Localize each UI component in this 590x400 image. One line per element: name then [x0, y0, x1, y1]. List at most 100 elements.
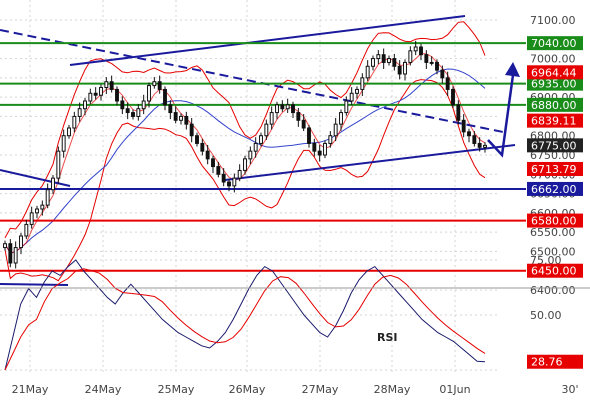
candle-body-22	[120, 100, 125, 110]
candle-body-58	[312, 142, 317, 152]
candle-body-29	[157, 81, 162, 90]
price-tag-3-box	[527, 161, 583, 176]
candle-body-83	[445, 77, 450, 90]
candle-body-40	[216, 166, 221, 175]
projection-arrowhead	[505, 62, 520, 77]
candle-body-66	[355, 88, 359, 94]
time-tick-label-1: 24May	[85, 383, 122, 396]
time-tick-label-0: 21May	[12, 383, 49, 396]
candle-body-62	[333, 123, 338, 137]
level-tag-0-label: 7040.00	[531, 37, 577, 50]
candle-body-81	[435, 61, 439, 71]
level-tag-3-box	[527, 181, 583, 196]
candle-body-36	[195, 135, 199, 144]
candle-body-77	[413, 46, 418, 52]
candle-body-52	[280, 104, 285, 110]
time-tick-label-3: 26May	[229, 383, 266, 396]
price-tick-label-10: 6550.00	[530, 226, 576, 239]
candle-body-20	[109, 81, 114, 90]
time-tick-label-6: 01Jun	[439, 383, 470, 396]
time-tick-label-4: 27May	[302, 383, 339, 396]
candle-body-21	[115, 88, 119, 102]
candle-body-70	[376, 54, 381, 60]
price-tick-label-0: 7100.00	[530, 14, 576, 27]
level-tag-1-label: 6935.00	[531, 78, 577, 91]
candle-body-43	[232, 177, 237, 187]
time-tick-label-5: 28May	[374, 383, 411, 396]
candle-body-4	[24, 223, 29, 237]
candle-body-74	[397, 65, 402, 75]
candle-body-18	[99, 87, 103, 96]
candle-body-41	[221, 173, 226, 183]
candle-body-30	[163, 88, 167, 106]
level-tag-3-label: 6662.00	[531, 183, 577, 196]
candle-body-28	[152, 81, 157, 87]
candle-body-10	[56, 150, 61, 179]
price-candles	[3, 40, 487, 269]
candle-body-85	[456, 104, 461, 121]
candle-body-60	[323, 142, 327, 156]
candle-body-48	[259, 135, 263, 144]
candle-body-54	[291, 104, 295, 114]
rsi-line	[4, 259, 486, 371]
candle-body-24	[131, 112, 135, 117]
candle-body-69	[371, 58, 375, 67]
level-tag-4-label: 6580.00	[531, 215, 577, 228]
candle-body-1	[8, 243, 13, 264]
candle-body-19	[104, 81, 109, 89]
candle-body-26	[141, 100, 146, 110]
candle-body-78	[419, 46, 423, 56]
candle-body-7	[40, 204, 45, 210]
rsi-tag-0-label: 28.76	[531, 356, 563, 369]
projection-arrow	[487, 62, 520, 158]
candle-body-82	[440, 69, 445, 79]
rsi-signal-line	[4, 268, 486, 371]
candle-body-65	[349, 92, 354, 102]
candle-body-50	[269, 112, 274, 125]
rsi-tick-label-1: 50.00	[530, 309, 562, 322]
candle-body-12	[67, 127, 71, 137]
candle-body-45	[243, 158, 247, 171]
candle-body-25	[136, 108, 141, 117]
candle-body-0	[3, 243, 7, 249]
candle-body-9	[51, 177, 55, 191]
candle-body-57	[307, 127, 311, 144]
candle-body-11	[61, 135, 66, 152]
candle-body-68	[365, 65, 370, 79]
price-tag-1-box	[527, 113, 583, 128]
descending-trendline	[0, 29, 504, 133]
candle-body-49	[264, 123, 269, 137]
candle-body-84	[451, 88, 455, 106]
candle-body-34	[184, 115, 189, 125]
time-tick-label-7: 30'	[561, 383, 578, 396]
candle-body-67	[360, 77, 365, 90]
price-tag-2-label: 6775.00	[531, 139, 577, 152]
candle-body-2	[13, 247, 18, 264]
level-tag-1-box	[527, 76, 583, 91]
candle-body-42	[227, 181, 231, 187]
horizontal-levels	[0, 42, 526, 272]
candle-body-37	[200, 142, 205, 152]
price-tick-label-13: 6400.00	[530, 284, 576, 297]
candle-body-80	[429, 61, 434, 64]
candle-body-6	[35, 208, 39, 214]
candle-body-31	[168, 104, 173, 114]
price-tick-label-11: 6500.00	[530, 245, 576, 258]
candle-body-88	[472, 135, 477, 144]
rising-support-trendline	[224, 144, 516, 181]
candle-body-90	[483, 144, 487, 148]
level-tag-5-box	[527, 263, 583, 278]
candle-body-39	[211, 158, 215, 168]
candle-body-8	[45, 189, 50, 206]
candle-body-75	[403, 61, 407, 75]
candle-body-72	[387, 58, 391, 63]
candle-body-15	[83, 100, 87, 110]
candle-body-44	[237, 169, 242, 179]
moving-average-line	[4, 68, 486, 255]
level-tag-4-box	[527, 213, 583, 228]
candle-body-5	[29, 212, 34, 225]
candle-body-53	[285, 104, 290, 110]
projection-path	[487, 74, 515, 158]
rsi-tag-0-box	[527, 354, 583, 369]
